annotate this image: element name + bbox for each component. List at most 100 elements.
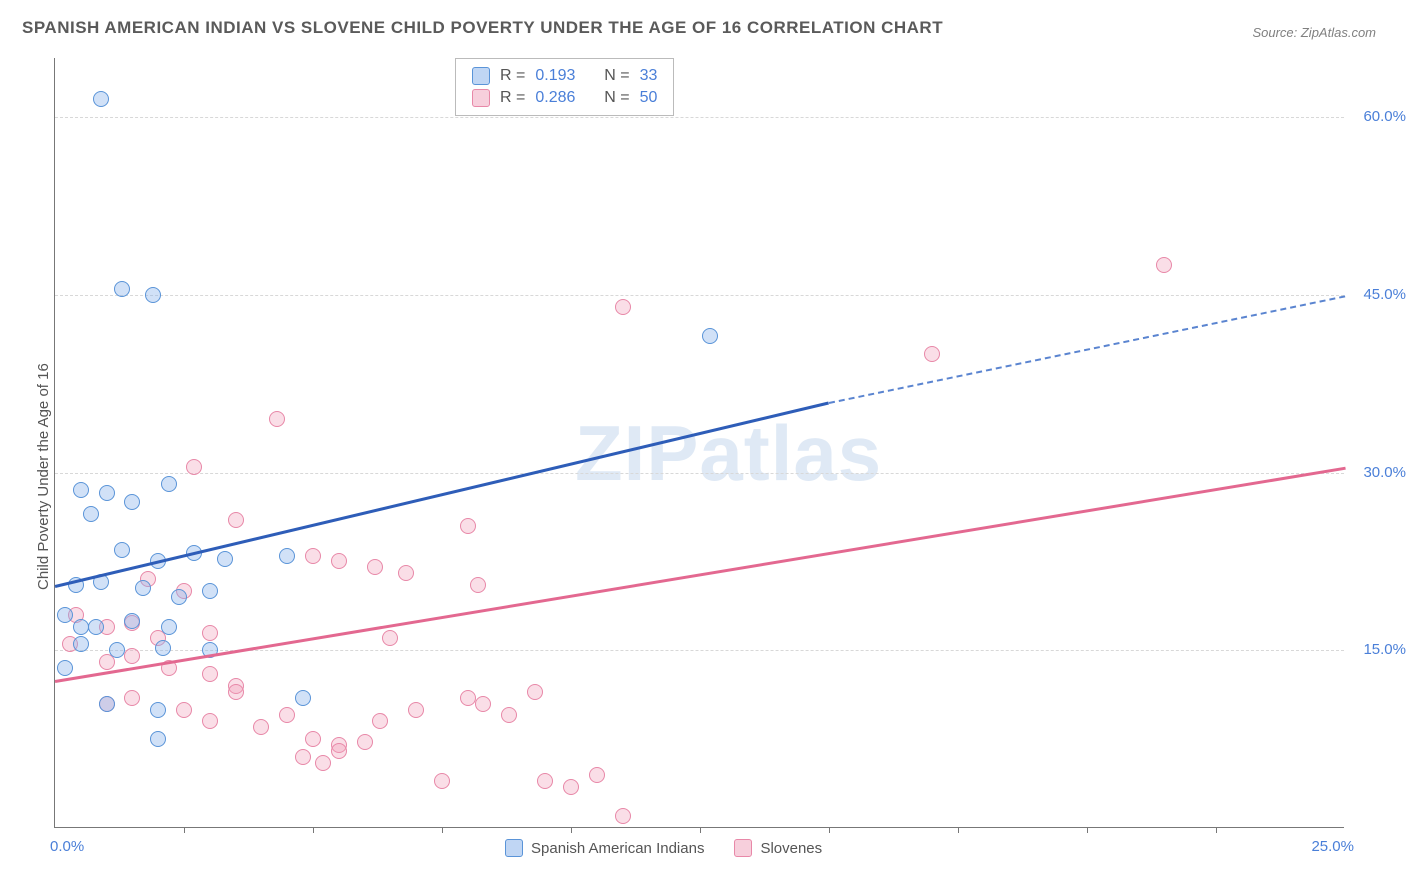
data-point <box>124 494 140 510</box>
stat-value: 33 <box>640 67 658 85</box>
y-axis-label: Child Poverty Under the Age of 16 <box>35 363 52 590</box>
data-point <box>357 734 373 750</box>
stat-value: 0.193 <box>535 67 575 85</box>
data-point <box>563 779 579 795</box>
watermark: ZIPatlas <box>575 408 882 499</box>
data-point <box>501 707 517 723</box>
legend: Spanish American Indians Slovenes <box>505 839 822 857</box>
stat-label: R = <box>500 89 525 107</box>
data-point <box>269 411 285 427</box>
data-point <box>202 625 218 641</box>
data-point <box>331 743 347 759</box>
correlation-stats-box: R = 0.193 N = 33 R = 0.286 N = 50 <box>455 58 674 116</box>
data-point <box>305 548 321 564</box>
plot-area: ZIPatlas R = 0.193 N = 33 R = 0.286 N = … <box>54 58 1344 828</box>
x-tick <box>700 827 701 833</box>
data-point <box>155 640 171 656</box>
data-point <box>73 636 89 652</box>
x-tick-label: 0.0% <box>50 838 84 855</box>
data-point <box>279 548 295 564</box>
data-point <box>382 630 398 646</box>
data-point <box>202 666 218 682</box>
data-point <box>124 613 140 629</box>
stat-value: 0.286 <box>535 89 575 107</box>
stat-label: N = <box>604 67 629 85</box>
legend-label: Slovenes <box>760 840 822 857</box>
data-point <box>228 512 244 528</box>
x-tick <box>313 827 314 833</box>
data-point <box>460 518 476 534</box>
data-point <box>279 707 295 723</box>
data-point <box>305 731 321 747</box>
data-point <box>295 690 311 706</box>
data-point <box>331 553 347 569</box>
y-tick-label: 30.0% <box>1363 464 1406 481</box>
data-point <box>408 702 424 718</box>
data-point <box>460 690 476 706</box>
swatch-icon <box>472 67 490 85</box>
chart-title: SPANISH AMERICAN INDIAN VS SLOVENE CHILD… <box>22 18 943 38</box>
stat-value: 50 <box>640 89 658 107</box>
swatch-icon <box>505 839 523 857</box>
data-point <box>217 551 233 567</box>
x-tick <box>184 827 185 833</box>
swatch-icon <box>472 89 490 107</box>
stat-label: R = <box>500 67 525 85</box>
y-tick-label: 45.0% <box>1363 286 1406 303</box>
x-tick <box>571 827 572 833</box>
x-tick <box>442 827 443 833</box>
data-point <box>537 773 553 789</box>
data-point <box>150 702 166 718</box>
x-tick <box>1216 827 1217 833</box>
y-tick-label: 15.0% <box>1363 641 1406 658</box>
data-point <box>161 476 177 492</box>
data-point <box>124 690 140 706</box>
data-point <box>57 660 73 676</box>
legend-item: Slovenes <box>734 839 822 857</box>
data-point <box>228 684 244 700</box>
stat-label: N = <box>604 89 629 107</box>
data-point <box>99 485 115 501</box>
data-point <box>176 702 192 718</box>
data-point <box>73 619 89 635</box>
data-point <box>434 773 450 789</box>
data-point <box>615 299 631 315</box>
gridline <box>55 295 1344 296</box>
data-point <box>295 749 311 765</box>
data-point <box>88 619 104 635</box>
data-point <box>475 696 491 712</box>
data-point <box>202 713 218 729</box>
x-tick <box>829 827 830 833</box>
data-point <box>398 565 414 581</box>
stats-row: R = 0.193 N = 33 <box>472 65 657 87</box>
data-point <box>99 696 115 712</box>
data-point <box>527 684 543 700</box>
data-point <box>615 808 631 824</box>
y-tick-label: 60.0% <box>1363 108 1406 125</box>
data-point <box>114 542 130 558</box>
data-point <box>367 559 383 575</box>
data-point <box>83 506 99 522</box>
x-tick <box>1087 827 1088 833</box>
data-point <box>186 459 202 475</box>
data-point <box>171 589 187 605</box>
data-point <box>253 719 269 735</box>
data-point <box>924 346 940 362</box>
data-point <box>145 287 161 303</box>
source-attribution: Source: ZipAtlas.com <box>1252 25 1376 40</box>
data-point <box>589 767 605 783</box>
stats-row: R = 0.286 N = 50 <box>472 87 657 109</box>
data-point <box>73 482 89 498</box>
legend-label: Spanish American Indians <box>531 840 704 857</box>
gridline <box>55 117 1344 118</box>
x-tick-label: 25.0% <box>1311 838 1354 855</box>
data-point <box>135 580 151 596</box>
data-point <box>202 583 218 599</box>
data-point <box>372 713 388 729</box>
data-point <box>93 91 109 107</box>
data-point <box>57 607 73 623</box>
data-point <box>1156 257 1172 273</box>
data-point <box>161 619 177 635</box>
data-point <box>109 642 125 658</box>
legend-item: Spanish American Indians <box>505 839 704 857</box>
